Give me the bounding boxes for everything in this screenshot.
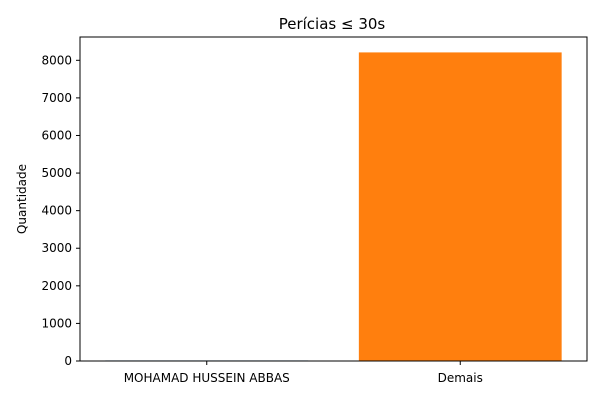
y-axis-ticks: 0 1000 2000 3000 4000 5000 6000 7000 8000 bbox=[41, 53, 80, 368]
bar-2 bbox=[358, 52, 562, 361]
y-tick-label: 4000 bbox=[41, 204, 72, 218]
y-tick-label: 2000 bbox=[41, 279, 72, 293]
plot-frame bbox=[79, 36, 588, 362]
y-axis-label: Quantidade bbox=[15, 164, 29, 234]
x-tick-label: Demais bbox=[438, 371, 483, 385]
y-tick-label: 1000 bbox=[41, 316, 72, 330]
x-axis-ticks: MOHAMAD HUSSEIN ABBAS Demais bbox=[124, 361, 483, 385]
y-tick-label: 5000 bbox=[41, 166, 72, 180]
y-tick-label: 3000 bbox=[41, 241, 72, 255]
chart-title: Perícias ≤ 30s bbox=[279, 15, 386, 33]
y-tick-label: 7000 bbox=[41, 91, 72, 105]
x-tick-label: MOHAMAD HUSSEIN ABBAS bbox=[124, 371, 290, 385]
y-tick-label: 8000 bbox=[41, 53, 72, 67]
bars bbox=[105, 52, 562, 361]
y-tick-label: 0 bbox=[64, 354, 72, 368]
y-tick-label: 6000 bbox=[41, 128, 72, 142]
